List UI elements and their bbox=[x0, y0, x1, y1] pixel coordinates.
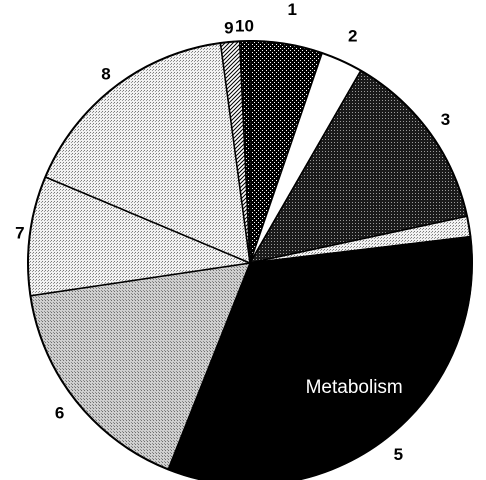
slice-label-8: 8 bbox=[101, 64, 110, 83]
pie-outline bbox=[27, 40, 473, 480]
slice-label-9: 9 bbox=[224, 18, 233, 37]
pie-slices bbox=[27, 40, 473, 480]
slice-label-1: 1 bbox=[287, 0, 296, 19]
slice-annotation-metabolism: Metabolism bbox=[306, 377, 403, 398]
slice-label-3: 3 bbox=[441, 110, 450, 129]
pie-labels: 12345678910 bbox=[15, 0, 486, 464]
slice-label-2: 2 bbox=[348, 27, 357, 46]
slice-label-10: 10 bbox=[235, 17, 254, 36]
slice-label-6: 6 bbox=[55, 403, 64, 422]
slice-label-7: 7 bbox=[15, 224, 24, 243]
slice-label-5: 5 bbox=[394, 445, 403, 464]
